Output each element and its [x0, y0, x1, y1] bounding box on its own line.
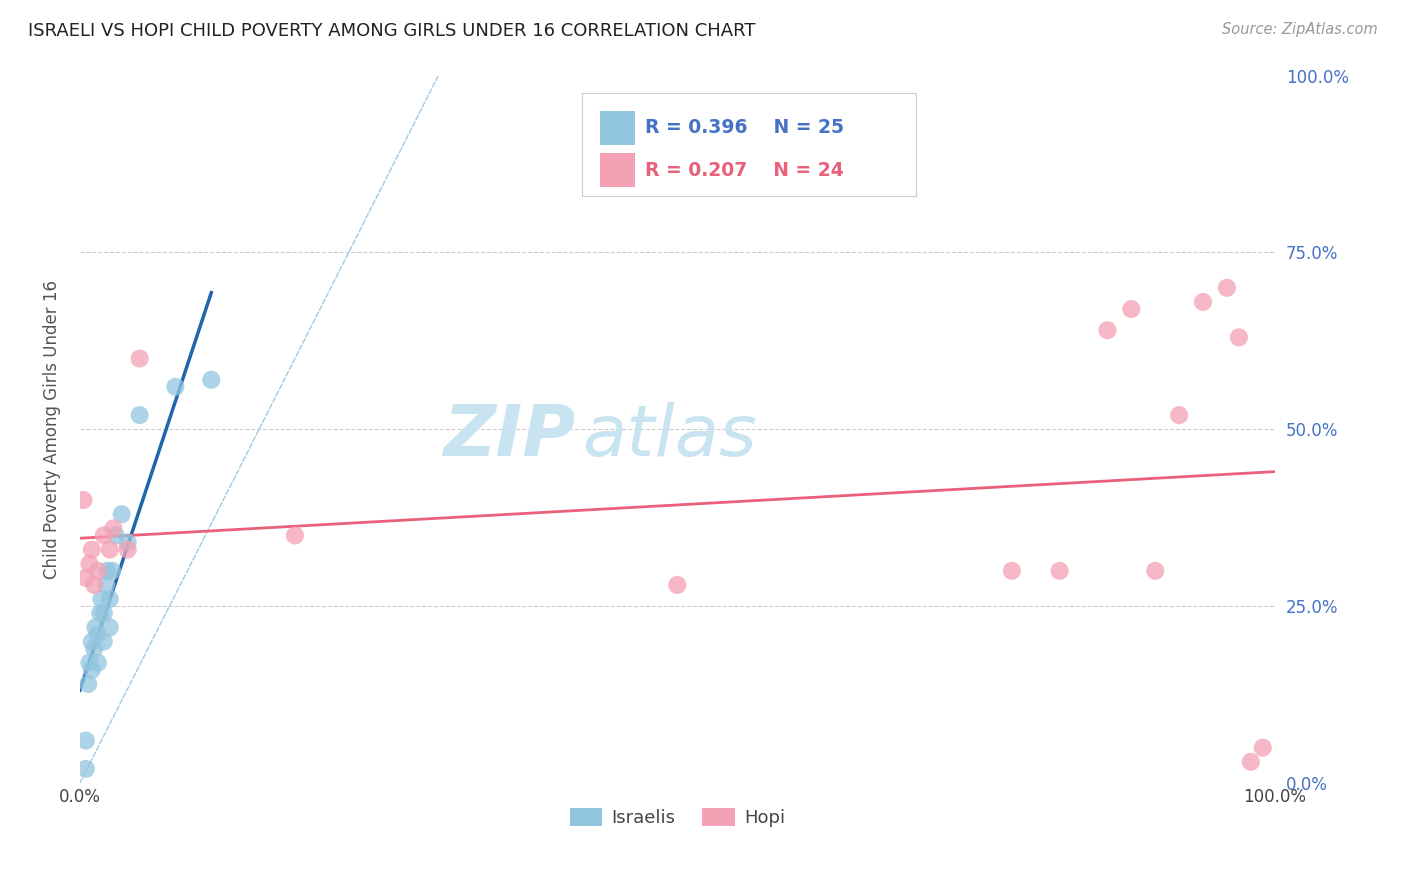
Point — [1001, 564, 1024, 578]
Point — [1168, 408, 1191, 422]
Point — [75, 733, 97, 747]
Y-axis label: Child Poverty Among Girls Under 16: Child Poverty Among Girls Under 16 — [44, 280, 60, 579]
Point — [87, 627, 110, 641]
Point — [165, 380, 187, 394]
Point — [75, 762, 97, 776]
Point — [1049, 564, 1071, 578]
Text: Source: ZipAtlas.com: Source: ZipAtlas.com — [1222, 22, 1378, 37]
Point — [117, 542, 139, 557]
Point — [83, 641, 105, 656]
Point — [80, 542, 103, 557]
Point — [1097, 323, 1119, 337]
Point — [101, 564, 124, 578]
Point — [1251, 740, 1274, 755]
Point — [93, 634, 115, 648]
Text: ZIP: ZIP — [443, 402, 575, 471]
Point — [93, 528, 115, 542]
Point — [128, 408, 150, 422]
Point — [96, 564, 118, 578]
Point — [90, 592, 112, 607]
Point — [284, 528, 307, 542]
Text: R = 0.207    N = 24: R = 0.207 N = 24 — [645, 161, 844, 180]
Point — [104, 528, 127, 542]
FancyBboxPatch shape — [599, 111, 636, 145]
Point — [72, 493, 94, 508]
FancyBboxPatch shape — [599, 153, 636, 187]
Point — [666, 578, 689, 592]
Point — [89, 606, 111, 620]
Point — [1240, 755, 1263, 769]
Point — [93, 606, 115, 620]
Point — [98, 542, 121, 557]
Point — [98, 620, 121, 634]
Point — [75, 571, 97, 585]
Legend: Israelis, Hopi: Israelis, Hopi — [562, 800, 792, 834]
Point — [200, 373, 222, 387]
FancyBboxPatch shape — [582, 93, 917, 196]
Point — [1216, 281, 1239, 295]
Point — [1192, 294, 1215, 309]
Point — [84, 620, 107, 634]
Text: ISRAELI VS HOPI CHILD POVERTY AMONG GIRLS UNDER 16 CORRELATION CHART: ISRAELI VS HOPI CHILD POVERTY AMONG GIRL… — [28, 22, 755, 40]
Point — [83, 578, 105, 592]
Point — [111, 507, 134, 521]
Point — [80, 634, 103, 648]
Point — [103, 521, 125, 535]
Point — [79, 557, 101, 571]
Point — [1144, 564, 1167, 578]
Point — [87, 564, 110, 578]
Point — [98, 592, 121, 607]
Point — [1227, 330, 1250, 344]
Point — [80, 663, 103, 677]
Text: R = 0.396    N = 25: R = 0.396 N = 25 — [645, 119, 844, 137]
Point — [79, 656, 101, 670]
Point — [128, 351, 150, 366]
Point — [1121, 301, 1143, 316]
Point — [117, 535, 139, 549]
Point — [87, 656, 110, 670]
Point — [77, 677, 100, 691]
Point — [96, 578, 118, 592]
Text: atlas: atlas — [582, 402, 756, 471]
